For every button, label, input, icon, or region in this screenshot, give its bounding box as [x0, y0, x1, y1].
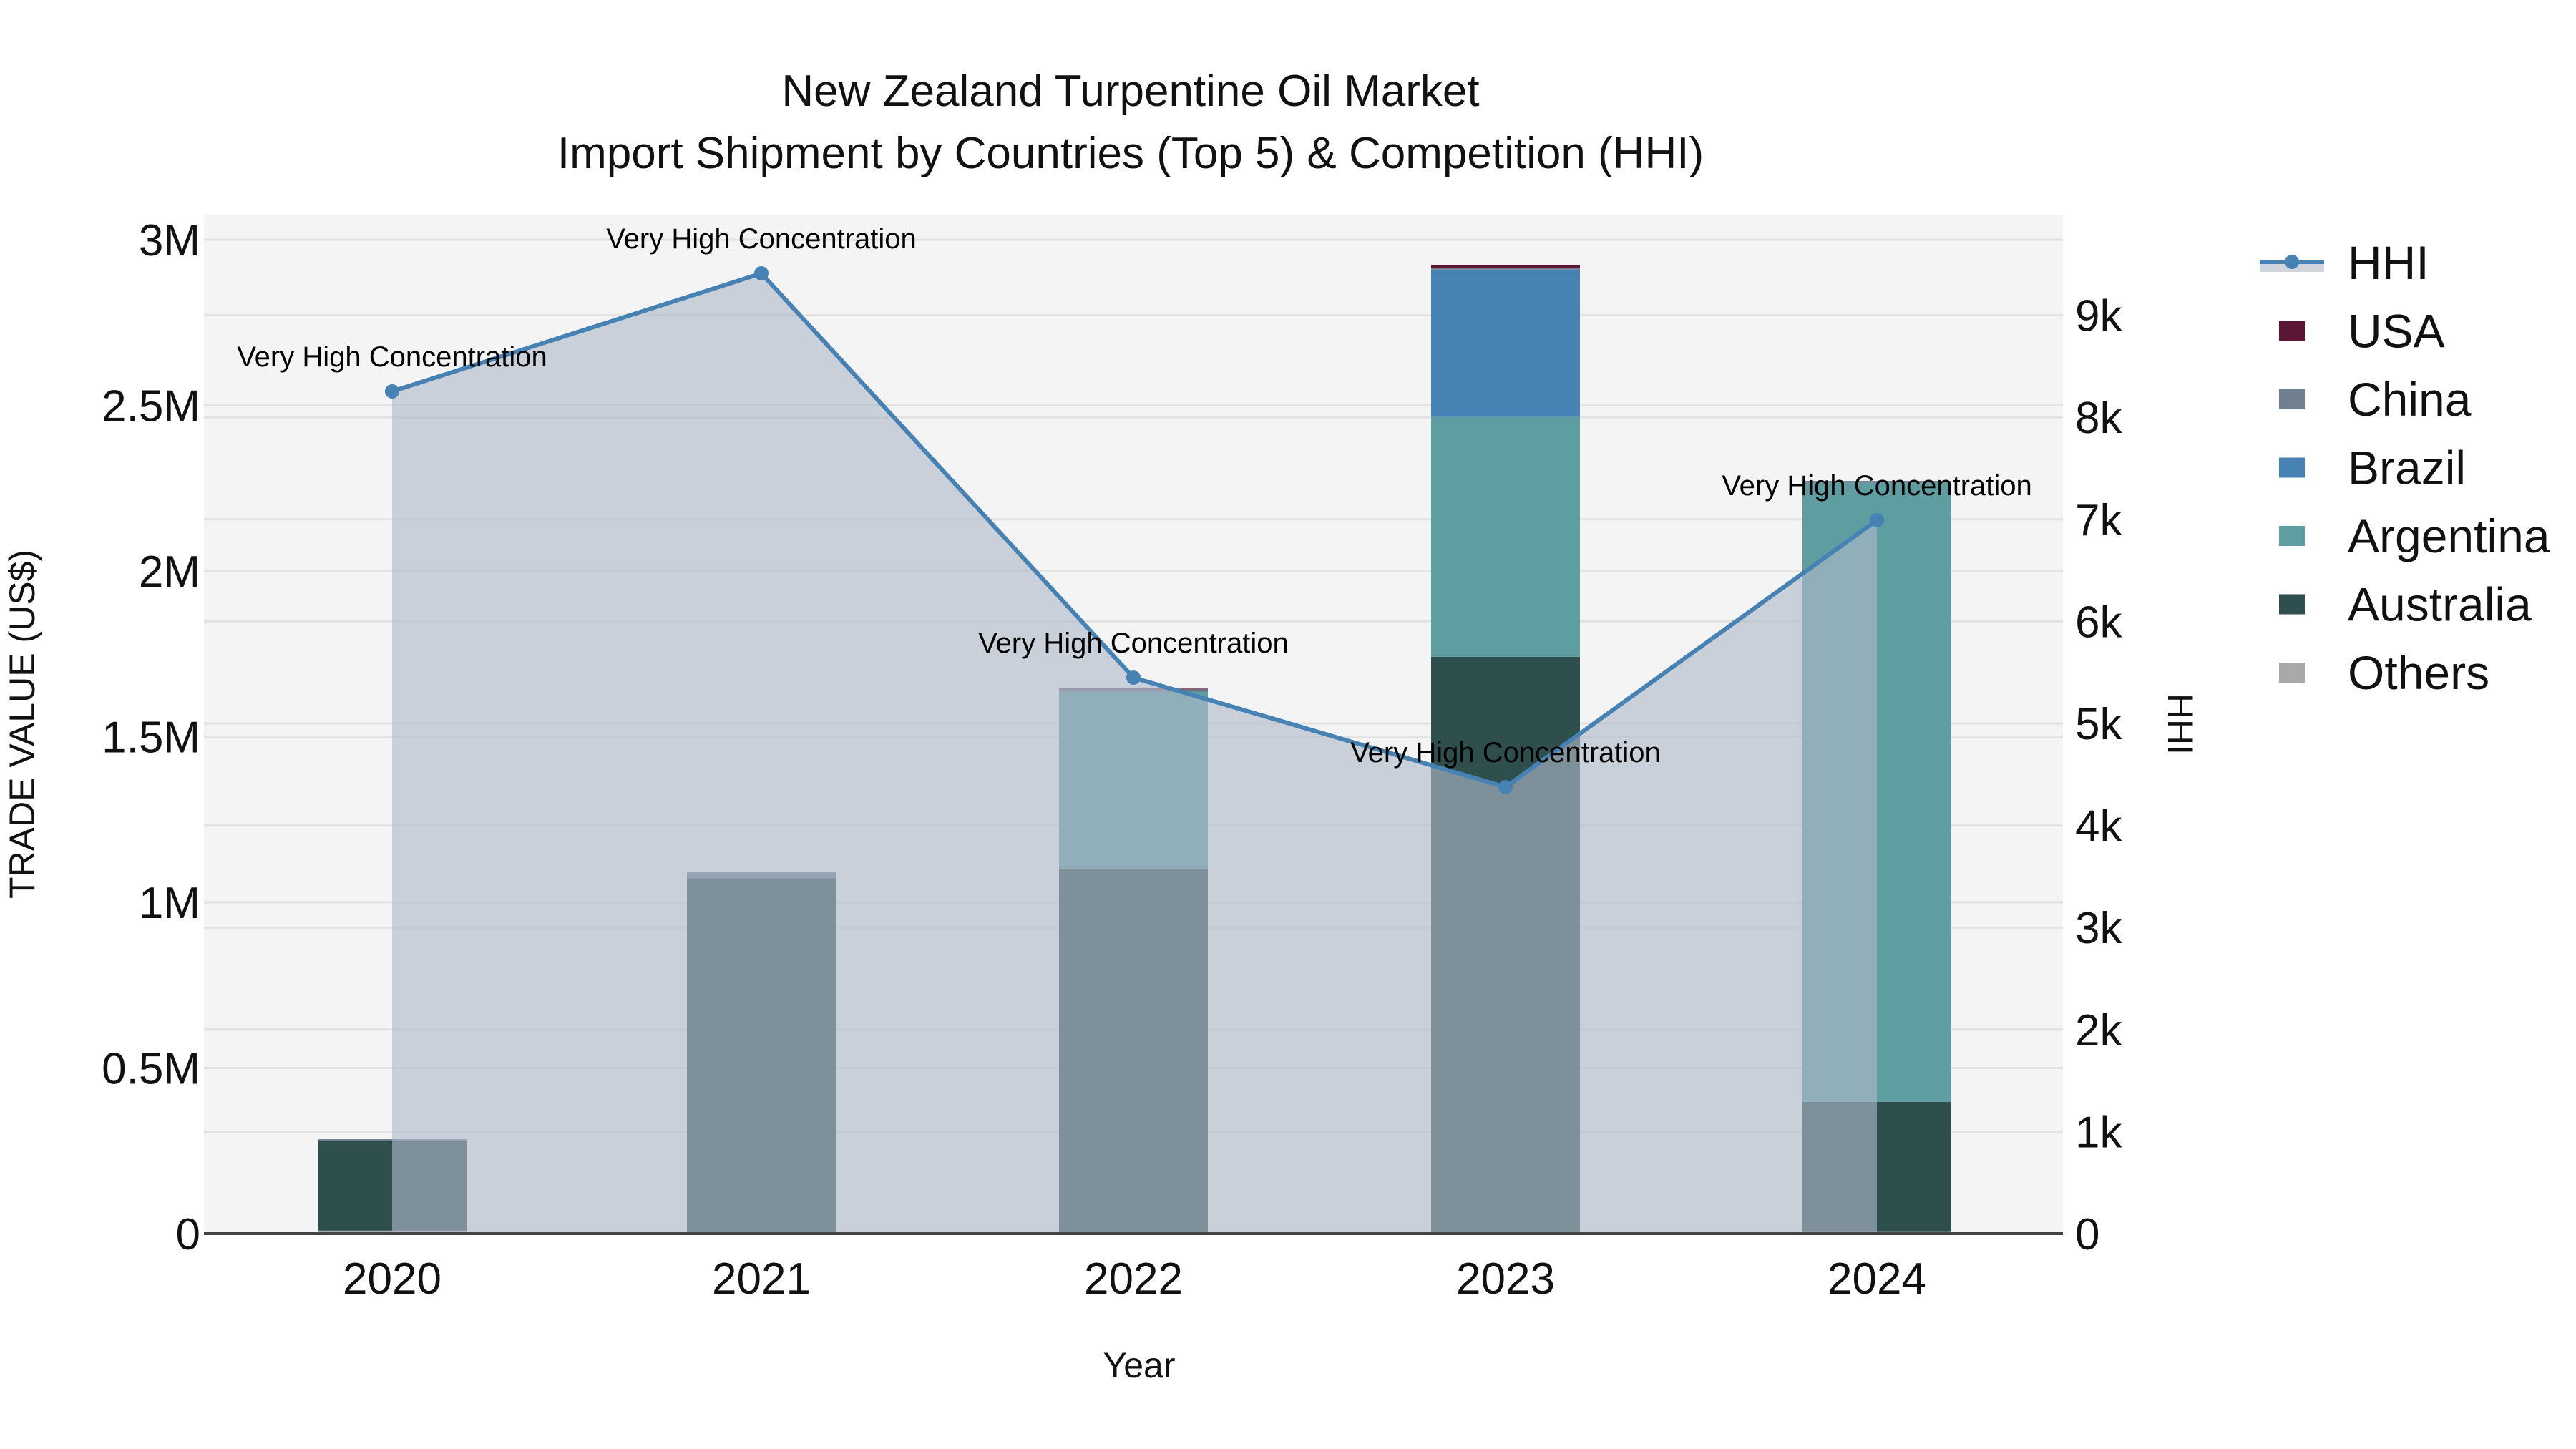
y-left-tick: 1.5M [102, 713, 200, 763]
bar-segment-china-2023[interactable] [1431, 268, 1580, 270]
hhi-marker-2024[interactable] [1870, 512, 1884, 527]
legend-item-brazil[interactable]: Brazil [2279, 441, 2466, 494]
x-axis-title: Year [1103, 1345, 1175, 1385]
y-right-tick: 0 [2075, 1210, 2099, 1259]
x-tick-2020: 2020 [343, 1254, 441, 1304]
hhi-area [392, 273, 1877, 1234]
y-right-tick: 1k [2075, 1108, 2122, 1157]
chart-title-line1: New Zealand Turpentine Oil Market [781, 67, 1479, 116]
hhi-annotation-2024: Very High Concentration [1722, 470, 2032, 502]
y-right-tick: 4k [2075, 802, 2122, 852]
legend-label: China [2348, 373, 2472, 426]
x-tick-2021: 2021 [712, 1254, 811, 1304]
y-right-tick: 2k [2075, 1006, 2122, 1055]
bar-segment-argentina-2023[interactable] [1431, 416, 1580, 657]
bar-segment-brazil-2023[interactable] [1431, 269, 1580, 417]
legend-label: Brazil [2348, 441, 2466, 494]
legend-swatch-icon [2279, 321, 2305, 341]
legend: HHI USA China Brazil Argentina Australia Other… [2260, 236, 2550, 699]
y-left-tick: 3M [139, 216, 200, 265]
legend-swatch-icon [2279, 526, 2305, 546]
x-tick-labels: 2020 2021 2022 2023 2024 [343, 1254, 1926, 1304]
hhi-annotation-2022: Very High Concentration [978, 628, 1289, 659]
y-right-tick: 6k [2075, 597, 2122, 647]
hhi-markers [385, 265, 1884, 794]
bar-segment-usa-2023[interactable] [1431, 265, 1580, 269]
y-right-tick: 3k [2075, 904, 2122, 953]
legend-label: USA [2348, 305, 2445, 358]
legend-swatch-icon [2279, 594, 2305, 615]
y-left-tick: 2M [139, 547, 200, 597]
hhi-marker-2022[interactable] [1126, 670, 1141, 685]
hhi-annotation-2020: Very High Concentration [237, 341, 547, 373]
legend-item-china[interactable]: China [2279, 373, 2472, 426]
hhi-legend-marker-icon [2285, 255, 2299, 269]
y-right-tick: 5k [2075, 700, 2122, 749]
x-tick-2022: 2022 [1084, 1254, 1183, 1304]
hhi-annotation-2023: Very High Concentration [1350, 737, 1661, 769]
legend-item-usa[interactable]: USA [2279, 305, 2445, 358]
legend-item-argentina[interactable]: Argentina [2279, 509, 2550, 562]
hhi-annotation-2021: Very High Concentration [606, 223, 917, 255]
y-left-tick: 0 [176, 1210, 200, 1259]
legend-item-australia[interactable]: Australia [2279, 578, 2532, 631]
chart-title-line2: Import Shipment by Countries (Top 5) & C… [557, 129, 1704, 178]
x-tick-2023: 2023 [1456, 1254, 1555, 1304]
legend-swatch-icon [2279, 389, 2305, 409]
legend-label: Others [2348, 646, 2489, 699]
y-left-tick: 1M [139, 879, 200, 928]
y-right-tick-labels: 0 1k 2k 3k 4k 5k 6k 7k 8k 9k [2075, 292, 2122, 1259]
y-right-tick: 8k [2075, 394, 2122, 443]
x-tick-2024: 2024 [1828, 1254, 1926, 1304]
legend-label: HHI [2348, 236, 2429, 289]
legend-item-hhi[interactable]: HHI [2260, 236, 2429, 289]
y-right-tick: 9k [2075, 292, 2122, 341]
y-left-tick-labels: 0 0.5M 1M 1.5M 2M 2.5M 3M [102, 216, 200, 1259]
hhi-marker-2021[interactable] [754, 265, 769, 280]
hhi-marker-2023[interactable] [1498, 779, 1513, 794]
legend-swatch-icon [2279, 663, 2305, 683]
legend-label: Argentina [2348, 509, 2550, 562]
y-left-tick: 0.5M [102, 1045, 200, 1094]
y-left-tick: 2.5M [102, 382, 200, 431]
legend-item-others[interactable]: Others [2279, 646, 2489, 699]
legend-label: Australia [2348, 578, 2532, 631]
bar-segment-china-2024[interactable] [1802, 481, 1951, 483]
legend-swatch-icon [2279, 457, 2305, 478]
y-right-tick: 7k [2075, 496, 2122, 545]
hhi-marker-2020[interactable] [385, 384, 399, 399]
y-right-axis-title: HHI [2160, 693, 2200, 755]
y-left-axis-title: TRADE VALUE (US$) [2, 550, 42, 899]
hhi-annotations: Very High Concentration Very High Concent… [237, 223, 2032, 769]
